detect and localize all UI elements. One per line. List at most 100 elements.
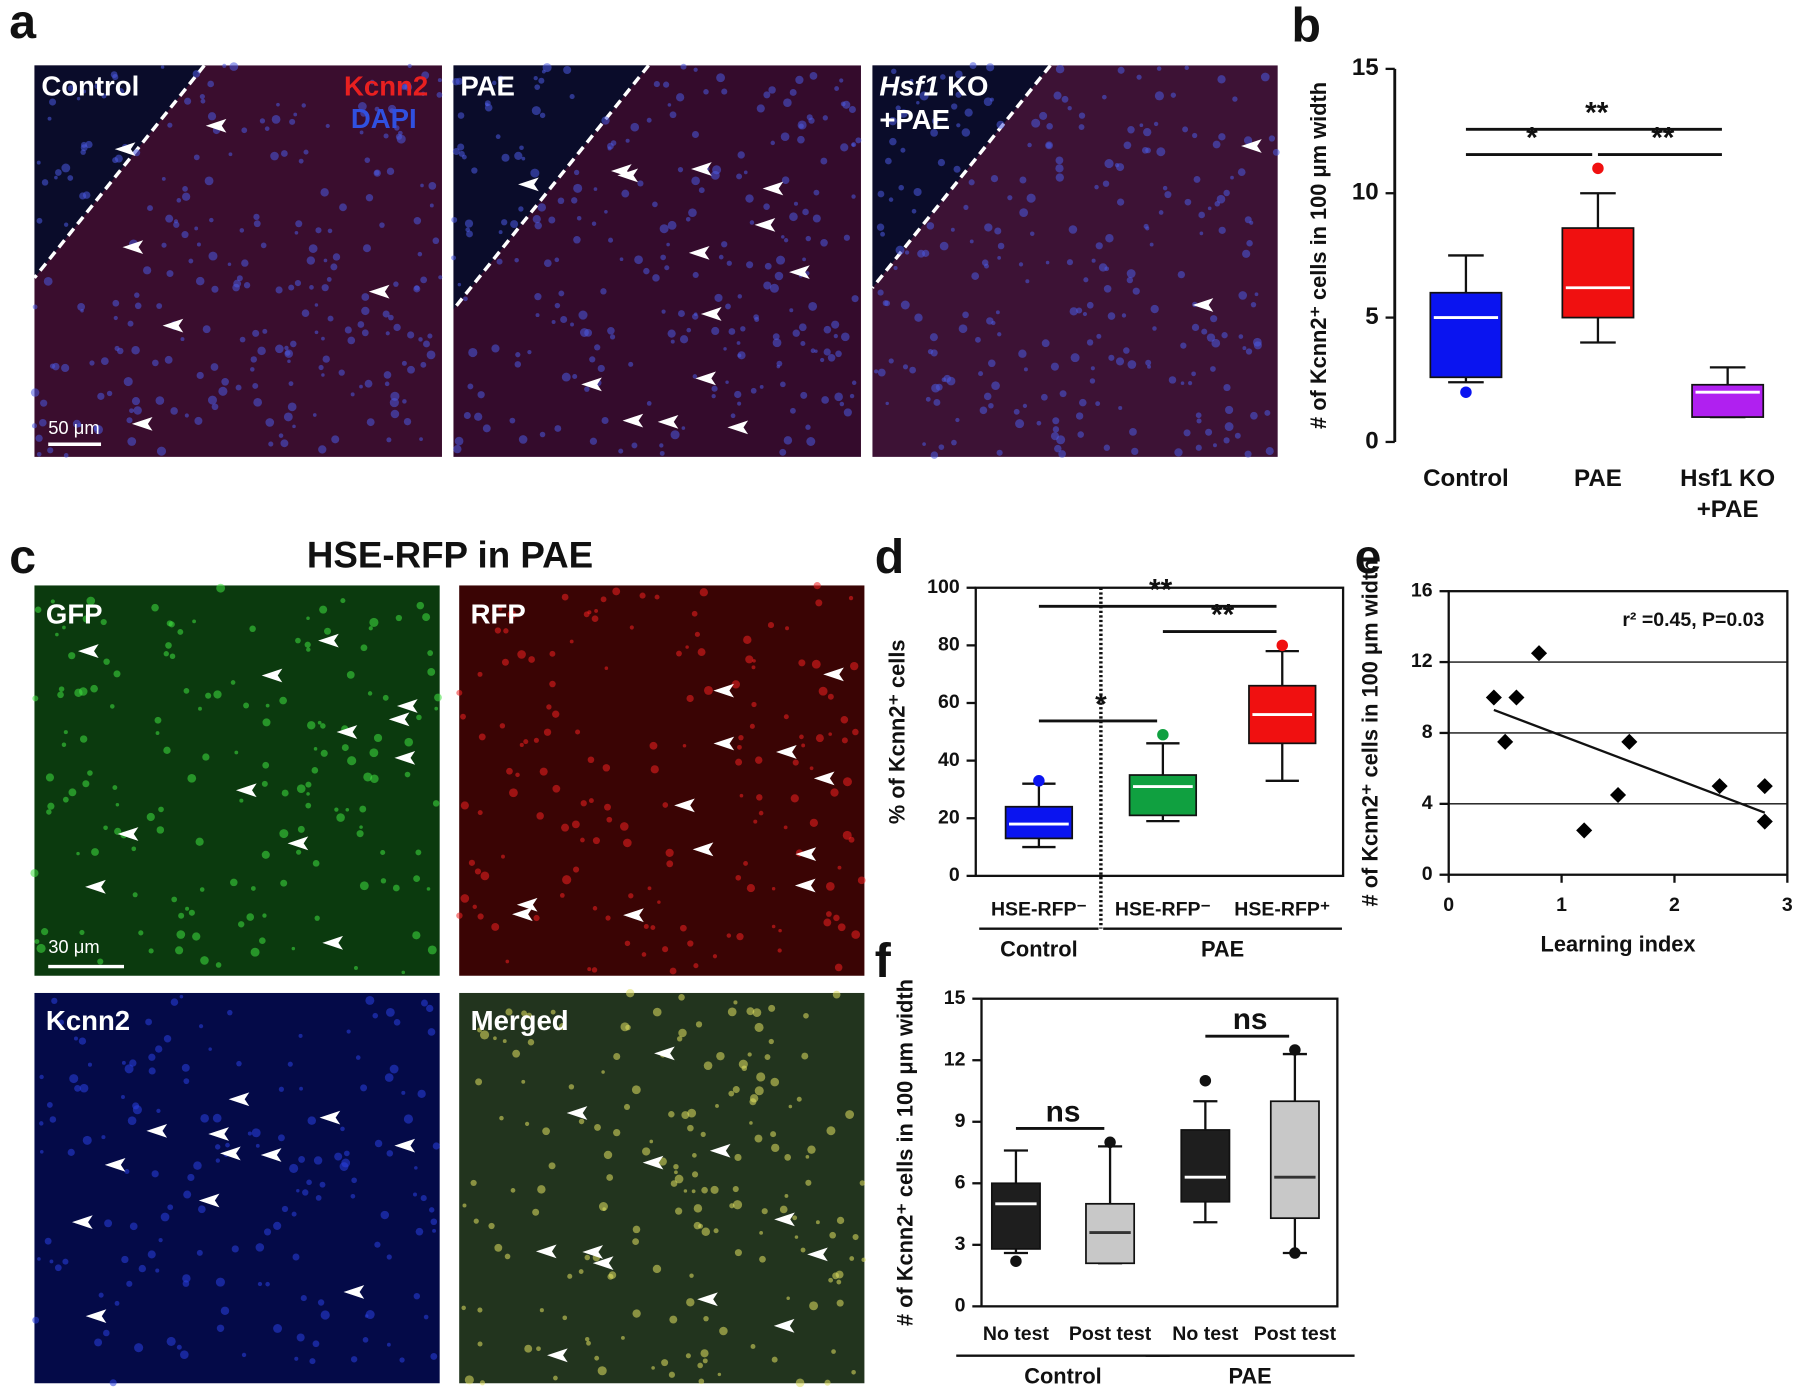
cell: [453, 444, 462, 454]
cell: [703, 1315, 709, 1322]
cell: [806, 437, 816, 446]
cell: [312, 859, 320, 867]
cell: [1210, 315, 1218, 323]
cell: [805, 1155, 810, 1159]
cell: [548, 1162, 556, 1170]
micrographs: [30, 62, 1280, 1388]
cell: [826, 911, 832, 917]
cell: [420, 183, 424, 188]
cell: [989, 97, 994, 102]
cell: [1205, 428, 1213, 436]
cell: [196, 1249, 203, 1256]
arrowhead: [131, 417, 153, 431]
cell: [1068, 225, 1078, 234]
cell: [314, 330, 319, 335]
cell: [287, 1061, 293, 1067]
cell: [895, 245, 905, 255]
cell: [195, 276, 205, 286]
cell: [49, 1259, 54, 1264]
arrowhead: [592, 1256, 614, 1271]
cell: [200, 1114, 209, 1123]
cell: [370, 774, 379, 784]
cell: [767, 622, 775, 629]
outlier: [1104, 1136, 1116, 1149]
cell: [482, 424, 491, 433]
cell: [808, 117, 815, 124]
y-tick-label: 0: [949, 864, 960, 886]
cell: [1238, 334, 1244, 339]
cell: [674, 1174, 684, 1184]
cell: [833, 914, 840, 922]
cell: [124, 1168, 130, 1174]
arrowhead: [162, 318, 184, 333]
image-labels: GFP RFP Kcnn2 Merged 30 μm: [46, 599, 569, 1036]
cell: [1023, 367, 1028, 372]
cell: [678, 310, 685, 318]
cell: [463, 411, 471, 420]
cell: [634, 255, 643, 265]
cell: [1082, 312, 1088, 317]
cell: [177, 629, 184, 635]
cell: [1095, 401, 1101, 407]
cell: [1079, 398, 1087, 407]
cell: [711, 385, 718, 392]
cell: [536, 1346, 541, 1352]
cell: [434, 693, 442, 702]
cell: [575, 729, 581, 735]
cell: [314, 303, 319, 307]
cell: [229, 62, 239, 71]
cell: [815, 599, 823, 607]
cell: [700, 1131, 706, 1137]
y-tick-label: 9: [955, 1110, 966, 1132]
cell: [1272, 148, 1280, 156]
cell: [664, 265, 670, 271]
trendline: [1493, 708, 1766, 814]
arrowhead: [394, 1138, 416, 1153]
cell: [103, 658, 110, 665]
cell: [227, 1009, 233, 1016]
cell: [134, 1343, 144, 1353]
cell: [558, 1023, 566, 1031]
cell: [421, 71, 430, 80]
arrowhead: [77, 644, 99, 658]
cell: [383, 371, 392, 379]
cell: [571, 197, 578, 204]
cell: [1086, 339, 1094, 346]
arrowhead: [695, 371, 716, 386]
arrowhead: [535, 1244, 557, 1259]
cell: [759, 384, 764, 389]
cell: [1117, 66, 1125, 74]
cell: [1245, 348, 1253, 355]
cell: [663, 81, 670, 88]
cell: [549, 650, 556, 657]
cell: [728, 328, 736, 335]
arrowhead: [208, 1127, 229, 1141]
cell: [292, 1253, 300, 1261]
cell: [750, 1344, 756, 1349]
cell: [62, 796, 69, 803]
cell: [979, 406, 988, 415]
cell: [732, 1185, 739, 1193]
cell: [76, 96, 81, 101]
cell: [988, 402, 994, 409]
cell: [689, 1273, 694, 1278]
cell: [77, 302, 85, 311]
cell: [1059, 390, 1067, 398]
cell: [390, 409, 400, 419]
cell: [97, 958, 104, 965]
cell: [1089, 378, 1096, 384]
cell: [835, 350, 842, 358]
cell: [307, 721, 316, 730]
cell: [1196, 418, 1202, 424]
cell: [202, 753, 210, 761]
cell: [460, 713, 466, 720]
cell: [477, 1341, 483, 1347]
cell: [315, 227, 322, 234]
cell: [499, 723, 506, 729]
cell: [163, 746, 171, 754]
box: [1429, 291, 1503, 379]
cell: [1091, 258, 1096, 263]
cell: [470, 1179, 477, 1187]
cell: [297, 825, 305, 833]
cell: [413, 216, 422, 225]
